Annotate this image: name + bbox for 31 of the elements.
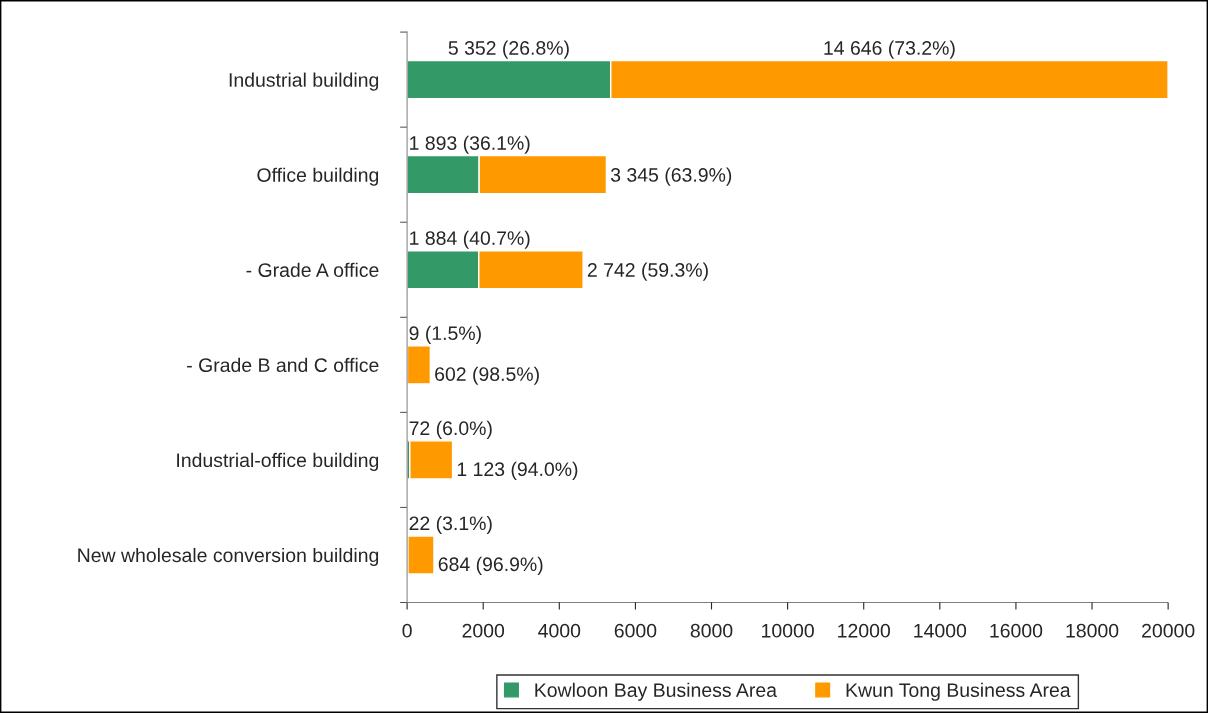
x-tick-label: 16000 (990, 623, 1043, 638)
x-tick-label: 0 (402, 623, 412, 638)
data-label: 9 (1.5%) (409, 325, 481, 344)
x-tick-label: 12000 (838, 623, 890, 638)
x-tick-label: 6000 (614, 623, 657, 638)
x-tick-label: 14000 (914, 623, 967, 638)
data-label: 1 123 (94.0%) (457, 461, 578, 480)
x-tick-label: 8000 (690, 623, 733, 638)
x-tick-label: 20000 (1142, 623, 1195, 638)
y-tick-label: - Grade B and C office (187, 357, 379, 373)
data-label: 2 742 (59.3%) (587, 262, 708, 281)
y-tick-label: - Grade A office (246, 262, 379, 277)
data-label: 602 (98.5%) (435, 366, 539, 385)
y-tick-label: Office building (257, 167, 379, 186)
data-label: 22 (3.1%) (409, 515, 492, 535)
x-tick-label: 2000 (462, 623, 505, 638)
data-label: 72 (6.0%) (409, 420, 492, 439)
data-label: 5 352 (26.8%) (448, 40, 569, 59)
data-label: 1 884 (40.7%) (410, 230, 530, 249)
x-tick-label: 4000 (538, 623, 581, 638)
data-label: 14 646 (73.2%) (824, 40, 955, 59)
y-tick-label: Industrial building (229, 72, 379, 91)
x-tick-label: 18000 (1066, 623, 1119, 638)
data-label: 1 893 (36.1%) (410, 135, 530, 154)
y-tick-label: New wholesale conversion building (78, 547, 379, 567)
legend-label: Kowloon Bay Business Area (535, 682, 777, 701)
x-tick-label: 10000 (762, 623, 814, 638)
data-label: 3 345 (63.9%) (610, 167, 732, 186)
y-tick-label: Industrial-office building (177, 452, 379, 471)
legend-label: Kwun Tong Business Area (846, 682, 1071, 701)
data-label: 684 (96.9%) (438, 556, 543, 575)
